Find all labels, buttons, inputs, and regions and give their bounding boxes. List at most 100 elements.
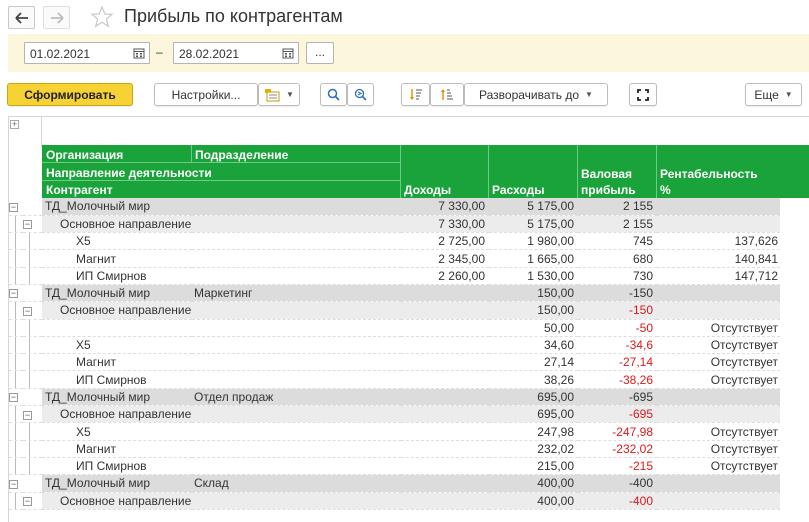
row-income xyxy=(401,440,489,458)
search-icon xyxy=(327,88,340,101)
table-row[interactable]: 50,00 -50 Отсутствует xyxy=(9,319,780,337)
row-gutter[interactable]: − xyxy=(23,301,42,320)
collapse-icon[interactable]: − xyxy=(9,288,18,299)
row-gross-profit: -400 xyxy=(578,492,657,510)
row-expenses: 215,00 xyxy=(489,457,578,476)
collapse-icon[interactable]: − xyxy=(9,478,18,489)
table-row[interactable]: Х5 34,60 -34,6 Отсутствует xyxy=(9,336,780,355)
group-row-direction[interactable]: − Основное направление 150,00 -150 xyxy=(9,301,780,320)
row-gross-profit: -400 xyxy=(578,474,657,493)
row-gross-profit: 2 155 xyxy=(578,198,657,216)
tree-line xyxy=(15,423,16,440)
row-name: ТД_Молочный мир xyxy=(42,474,192,493)
table-row[interactable]: ИП Смирнов 2 260,00 1 530,00 730 147,712 xyxy=(9,267,780,285)
row-division xyxy=(192,422,401,441)
row-profitability xyxy=(657,301,780,320)
row-name: Х5 xyxy=(42,422,192,441)
table-row[interactable]: Магнит 232,02 -232,02 Отсутствует xyxy=(9,440,780,458)
row-gutter[interactable]: − xyxy=(9,198,23,216)
row-expenses: 38,26 xyxy=(489,370,578,389)
row-income: 2 260,00 xyxy=(401,267,489,285)
tree-line xyxy=(15,492,16,509)
tree-line xyxy=(29,319,30,336)
table-row[interactable]: Магнит 2 345,00 1 665,00 680 140,841 xyxy=(9,249,780,268)
row-gutter[interactable]: − xyxy=(9,474,23,493)
period-end-field[interactable]: 28.02.2021 xyxy=(173,42,299,64)
collapse-icon[interactable]: − xyxy=(23,409,32,420)
row-gutter[interactable]: − xyxy=(9,284,23,303)
table-row[interactable]: ИП Смирнов 215,00 -215 Отсутствует xyxy=(9,457,780,476)
header-gross-profit-1: Валовая xyxy=(581,167,633,181)
row-division xyxy=(192,405,401,424)
settings-button[interactable]: Настройки... xyxy=(154,83,258,106)
group-row-organization[interactable]: − ТД_Молочный мир Склад 400,00 -400 xyxy=(9,474,780,493)
generate-button[interactable]: Сформировать xyxy=(7,83,133,106)
report-variant-icon xyxy=(265,88,280,101)
expand-all-icon[interactable]: + xyxy=(10,119,19,129)
period-select-button[interactable]: ... xyxy=(306,42,334,64)
chevron-down-icon: ▼ xyxy=(286,90,294,99)
group-row-organization[interactable]: − ТД_Молочный мир Отдел продаж 695,00 -695 xyxy=(9,388,780,407)
row-gutter xyxy=(23,474,42,493)
row-division xyxy=(192,319,401,337)
row-gutter[interactable]: − xyxy=(23,405,42,424)
tree-line xyxy=(15,457,16,474)
table-row[interactable]: Х5 247,98 -247,98 Отсутствует xyxy=(9,422,780,441)
find-next-button[interactable] xyxy=(347,83,374,106)
header-expenses: Расходы xyxy=(492,183,545,197)
row-gutter xyxy=(9,422,23,441)
collapse-icon[interactable]: − xyxy=(9,201,18,212)
period-start-value: 01.02.2021 xyxy=(30,47,91,61)
group-row-direction[interactable]: − Основное направление 400,00 -400 xyxy=(9,492,780,510)
group-row-direction[interactable]: − Основное направление 695,00 -695 xyxy=(9,405,780,424)
row-income xyxy=(401,284,489,303)
collapse-icon[interactable]: − xyxy=(23,305,32,316)
calendar-icon[interactable] xyxy=(133,47,145,59)
period-start-field[interactable]: 01.02.2021 xyxy=(24,42,150,64)
row-gutter[interactable]: − xyxy=(23,215,42,234)
variant-menu-button[interactable]: ▼ xyxy=(258,83,300,106)
row-division xyxy=(192,232,401,251)
collapse-icon[interactable]: − xyxy=(23,219,32,230)
row-division xyxy=(192,353,401,372)
find-button[interactable] xyxy=(320,83,347,106)
row-division xyxy=(192,440,401,458)
group-row-organization[interactable]: − ТД_Молочный мир 7 330,00 5 175,00 2 155 xyxy=(9,198,780,216)
row-name: ТД_Молочный мир xyxy=(42,388,192,407)
table-row[interactable]: Х5 2 725,00 1 980,00 745 137,626 xyxy=(9,232,780,251)
collapse-icon[interactable]: − xyxy=(23,496,32,507)
table-row[interactable]: Магнит 27,14 -27,14 Отсутствует xyxy=(9,353,780,372)
expand-to-label: Разворачивать до xyxy=(479,87,580,102)
row-gutter[interactable]: − xyxy=(9,388,23,407)
calendar-icon[interactable] xyxy=(282,47,294,59)
row-name: Магнит xyxy=(42,353,192,372)
row-income: 7 330,00 xyxy=(401,198,489,216)
period-end-value: 28.02.2021 xyxy=(179,47,240,61)
header-divider xyxy=(488,145,489,198)
row-expenses: 400,00 xyxy=(489,474,578,493)
back-button[interactable] xyxy=(8,6,35,29)
sort-descending-button[interactable] xyxy=(401,83,430,106)
row-gutter[interactable]: − xyxy=(23,492,42,510)
table-row[interactable]: ИП Смирнов 38,26 -38,26 Отсутствует xyxy=(9,370,780,389)
expand-to-button[interactable]: Разворачивать до ▼ xyxy=(464,83,608,106)
row-expenses: 1 980,00 xyxy=(489,232,578,251)
row-income xyxy=(401,353,489,372)
group-row-direction[interactable]: − Основное направление 7 330,00 5 175,00 2 1… xyxy=(9,215,780,234)
favorite-star-icon[interactable] xyxy=(90,5,114,29)
group-row-organization[interactable]: − ТД_Молочный мир Маркетинг 150,00 -150 xyxy=(9,284,780,303)
report-spreadsheet[interactable]: + Организация Подразделение Направление … xyxy=(8,116,809,522)
row-gutter xyxy=(23,353,42,372)
forward-button[interactable] xyxy=(43,6,70,29)
row-profitability xyxy=(657,215,780,234)
period-separator: – xyxy=(156,45,163,59)
row-profitability: Отсутствует xyxy=(657,422,780,441)
more-menu-button[interactable]: Еще ▼ xyxy=(745,83,802,106)
row-name: ИП Смирнов xyxy=(42,370,192,389)
row-profitability: Отсутствует xyxy=(657,353,780,372)
sort-ascending-button[interactable] xyxy=(430,83,464,106)
header-income: Доходы xyxy=(404,183,452,197)
collapse-icon[interactable]: − xyxy=(9,392,18,403)
row-gutter xyxy=(23,319,42,337)
fullscreen-button[interactable] xyxy=(629,83,657,106)
